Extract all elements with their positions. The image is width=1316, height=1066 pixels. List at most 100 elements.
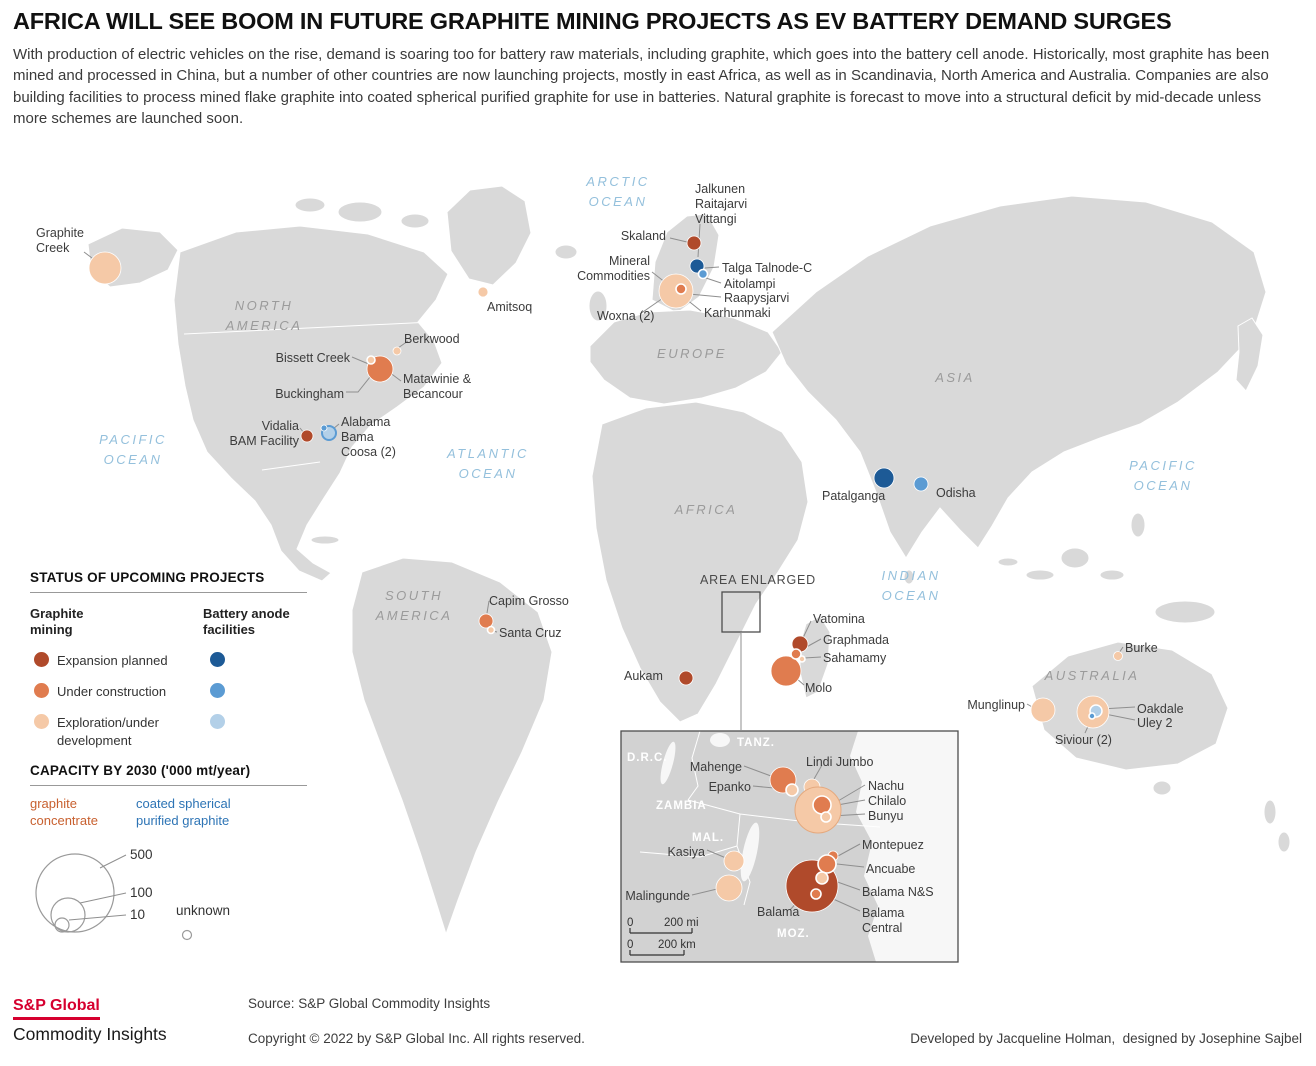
- capacity-size-diagram: [35, 853, 193, 941]
- label-capim-grosso: Capim Grosso: [489, 594, 569, 608]
- label-malingunde: Malingunde: [625, 889, 690, 903]
- size-label-10: 10: [130, 907, 146, 922]
- under-construction-label: Under construction: [57, 683, 167, 699]
- legend-row-exploration: Exploration/under development: [30, 713, 315, 750]
- lake-malawi: [740, 822, 760, 882]
- label-uley-2: Uley 2: [1137, 716, 1173, 730]
- label-aitolampi: Aitolampi: [724, 277, 776, 291]
- label-atlantic-ocean: ATLANTIC OCEAN: [447, 446, 529, 481]
- marker-graphmada: [790, 648, 802, 660]
- label-ancuabe: Ancuabe: [866, 862, 916, 876]
- marker-balama-ns: [815, 871, 829, 885]
- marker-kasiya: [723, 850, 745, 872]
- marker-oakdale: [1088, 712, 1096, 720]
- label-epanko: Epanko: [708, 780, 751, 794]
- continents: [87, 185, 1291, 936]
- label-balama-central: Balama Central: [862, 906, 905, 935]
- label-buckingham: Buckingham: [275, 387, 344, 401]
- border-us-mexico: [261, 461, 321, 471]
- label-mahenge: Mahenge: [689, 760, 742, 774]
- label-matawinie: Matawinie & Becancour: [403, 372, 472, 401]
- island-britain: [588, 290, 608, 322]
- label-odisha: Odisha: [936, 486, 976, 500]
- inset-map: [620, 730, 959, 963]
- size-circle-500: [35, 853, 115, 933]
- island-java: [1025, 569, 1055, 581]
- label-drc: D.R.C.: [627, 752, 668, 764]
- label-sahamamy: Sahamamy: [823, 651, 887, 665]
- island-nz-north: [1263, 799, 1277, 825]
- continent-europe: [589, 309, 783, 405]
- label-santa-cruz: Santa Cruz: [499, 626, 562, 640]
- marker-aukam: [678, 670, 694, 686]
- size-label-100: 100: [130, 885, 153, 900]
- marker-munglinup: [1030, 697, 1056, 723]
- legend-capacity-heading-bold: CAPACITY BY 2030: [30, 763, 158, 778]
- label-alabama: Alabama Bama Coosa (2): [341, 415, 396, 459]
- size-circle-10: [54, 917, 70, 933]
- marker-skaland: [686, 235, 702, 251]
- label-amitsoq: Amitsoq: [487, 300, 533, 314]
- label-woxna: Woxna (2): [597, 309, 655, 323]
- label-oakdale: Oakdale: [1137, 702, 1184, 716]
- anode-expansion-swatch: [210, 651, 225, 667]
- inset-border-drc: [687, 730, 701, 801]
- label-area-enlarged: AREA ENLARGED: [700, 573, 816, 587]
- marker-epanko: [785, 783, 799, 797]
- sp-global-logo: S&P Global Commodity Insights: [13, 997, 167, 1045]
- marker-graphite-creek: [88, 251, 122, 285]
- label-jalkunen: Jalkunen Raitajarvi Vittangi: [695, 182, 748, 226]
- island-japan: [1235, 317, 1264, 392]
- island-new-guinea: [1154, 600, 1216, 624]
- anode-exploration-swatch: [210, 713, 225, 729]
- label-mozambique: MOZ.: [777, 928, 810, 940]
- logo-commodity-insights: Commodity Insights: [13, 1024, 167, 1044]
- label-south-america: SOUTH AMERICA: [375, 588, 453, 623]
- island-philippines: [1130, 512, 1146, 538]
- exploration-label: Exploration/under development: [57, 714, 159, 748]
- marker-chilalo: [812, 795, 832, 815]
- label-burke: Burke: [1125, 641, 1158, 655]
- label-europe: EUROPE: [657, 346, 727, 361]
- label-vidalia: Vidalia BAM Facility: [229, 419, 299, 448]
- label-berkwood: Berkwood: [404, 332, 460, 346]
- legend-capacity: CAPACITY BY 2030 ('000 mt/year) graphite…: [30, 763, 315, 963]
- island-borneo: [1060, 547, 1090, 569]
- island-banks: [294, 197, 326, 213]
- legend-col-graphite-mining: Graphite mining: [30, 606, 84, 638]
- label-raapysjarvi: Raapysjarvi: [724, 291, 790, 305]
- unknown-size-circle: [181, 929, 193, 941]
- expansion-planned-swatch: [34, 651, 49, 667]
- label-mineral-commodities: Mineral Commodities: [577, 254, 650, 283]
- legend-row-expansion: Expansion planned: [30, 651, 315, 670]
- inset-border-zambia-south: [639, 845, 738, 858]
- marker-santa-cruz: [486, 625, 496, 635]
- lake-tanganyika: [660, 741, 676, 785]
- label-australia: AUSTRALIA: [1044, 668, 1140, 683]
- continent-greenland: [446, 185, 532, 286]
- marker-capim-grosso: [478, 613, 494, 629]
- copyright-line: Copyright © 2022 by S&P Global Inc. All …: [248, 1031, 585, 1046]
- label-pacific-ocean-east: PACIFIC OCEAN: [1129, 458, 1197, 493]
- label-africa: AFRICA: [674, 502, 738, 517]
- purified-graphite-label: coated spherical purified graphite: [136, 796, 231, 828]
- legend-col-battery-anode: Battery anode facilities: [203, 606, 290, 638]
- label-siviour: Siviour (2): [1055, 733, 1112, 747]
- scale-mi-label: 200 mi: [664, 917, 699, 929]
- header: AFRICA WILL SEE BOOM IN FUTURE GRAPHITE …: [13, 8, 1303, 130]
- continent-north-america: [173, 225, 449, 582]
- marker-odisha: [913, 476, 929, 492]
- island-cuba: [310, 535, 340, 545]
- marker-berkwood: [392, 346, 402, 356]
- label-malawi: MAL.: [692, 832, 725, 844]
- credits-line: Developed by Jacqueline Holman, designed…: [910, 1031, 1302, 1046]
- marker-woxna-unit: [675, 283, 687, 295]
- marker-malingunde: [715, 874, 743, 902]
- label-balama: Balama: [757, 905, 800, 919]
- label-montepuez: Montepuez: [862, 838, 924, 852]
- graphite-concentrate-label: graphite concentrate: [30, 796, 98, 828]
- marker-patalganga: [873, 467, 895, 489]
- island-sri-lanka: [903, 569, 915, 585]
- label-lindi-jumbo: Lindi Jumbo: [806, 755, 874, 769]
